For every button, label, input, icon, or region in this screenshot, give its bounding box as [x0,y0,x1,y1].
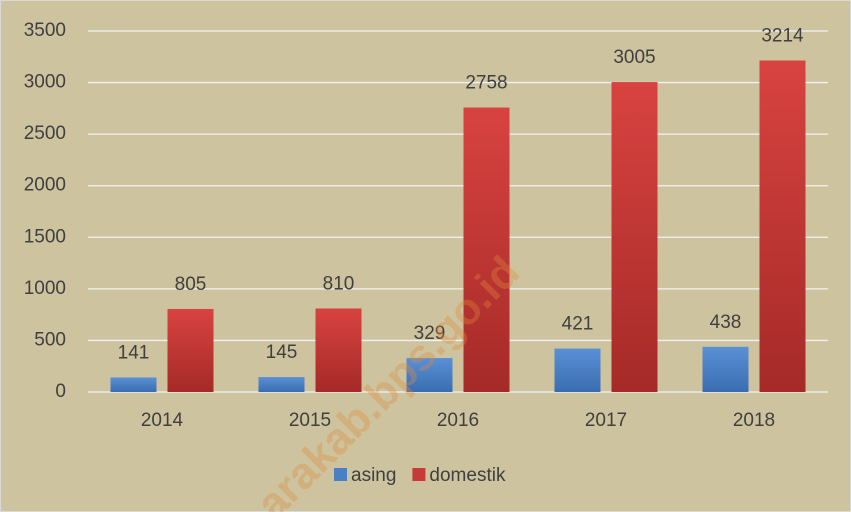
y-tick-label: 1000 [24,278,66,299]
legend-swatch [412,468,426,481]
bar [702,346,749,392]
x-tick-label: 2016 [437,410,479,431]
data-label: 3005 [613,47,655,68]
y-tick-label: 0 [55,381,66,402]
y-tick-label: 2500 [24,123,66,144]
x-tick-label: 2014 [141,410,184,431]
bar [463,107,510,393]
data-label: 438 [710,312,742,333]
data-label: 329 [414,323,446,344]
data-label: 805 [175,274,207,295]
y-tick-label: 2000 [24,175,66,196]
y-tick-label: 3000 [24,72,66,93]
legend-label: asing [351,465,396,486]
data-label: 2758 [465,73,507,94]
bar [110,377,157,392]
data-label: 141 [118,342,150,363]
bar [315,308,362,392]
bar [611,82,658,392]
data-label: 3214 [761,26,804,47]
bar [258,377,305,392]
x-tick-label: 2018 [733,410,775,431]
data-label: 145 [266,342,298,363]
legend-label: domestik [429,465,506,486]
y-tick-label: 3500 [24,20,66,41]
data-label: 810 [323,273,355,294]
bar [759,60,806,393]
data-label: 421 [562,314,594,335]
bar [554,348,601,392]
bar [406,358,453,392]
bar [167,308,214,392]
x-tick-label: 2017 [585,410,627,431]
y-tick-label: 1500 [24,226,66,247]
legend-swatch [334,468,347,481]
x-tick-label: 2015 [289,410,331,431]
y-tick-label: 500 [34,329,66,350]
